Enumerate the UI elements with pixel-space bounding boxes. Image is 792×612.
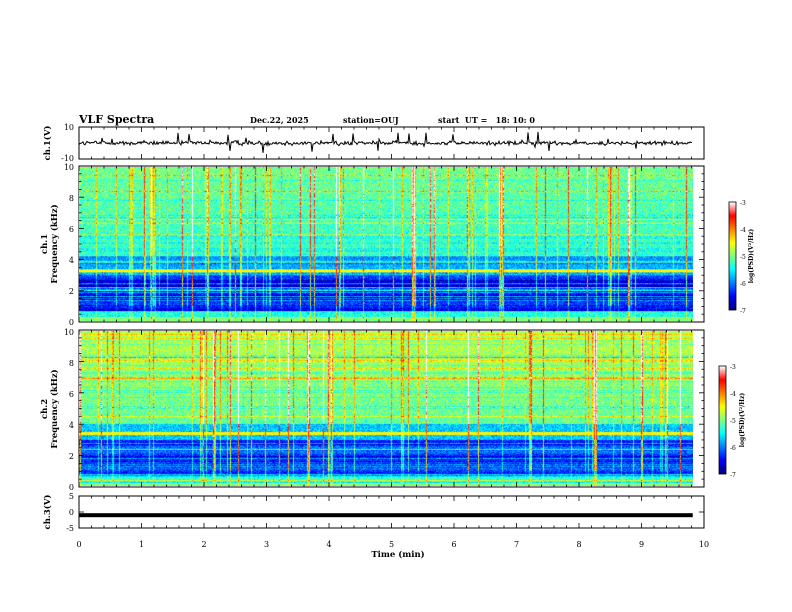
ch2-ytick-10: 10 (64, 328, 74, 337)
ch1-colorbar-tick-m3: -3 (740, 200, 746, 207)
time-tick-label-4: 4 (326, 540, 331, 549)
ch1-ytick-bottom: -10 (61, 154, 74, 163)
time-tick-label-2: 2 (201, 540, 206, 549)
ch1-colorbar-tick-m5: -5 (740, 254, 746, 261)
ch2-spectrogram-ticks (78, 329, 705, 488)
ch2-colorbar-image (719, 366, 726, 474)
time-tick-label-7: 7 (514, 540, 519, 549)
ch1-ytick-top: 10 (64, 123, 74, 132)
ch1-colorbar-frame (728, 201, 737, 311)
ch3-ytick-bottom: -5 (66, 524, 74, 533)
ch2-colorbar-tick-m5: -5 (730, 418, 736, 425)
ch2-ytick-6: 6 (69, 390, 74, 399)
ch2-spectrogram-panel: 0 2 4 6 8 10 ch.2 Frequency (kHz) -3 -4 … (40, 328, 746, 492)
ch1-spectrogram-ticks (78, 165, 705, 323)
time-axis-label: Time (min) (371, 549, 424, 560)
ch3-ytick-top: 5 (69, 492, 74, 501)
ch2-spectrogram-image (79, 331, 693, 486)
ch1-ytick-4: 4 (69, 256, 74, 265)
ch1-ytick-2: 2 (69, 287, 74, 296)
ch1-spectrogram-panel: 0 2 4 6 8 10 ch.1 Frequency (kHz) -3 -4 … (40, 163, 755, 327)
ch3-waveform-panel: 5 0 -5 ch.3(V) (42, 492, 705, 533)
ch1-waveform-ticks (78, 126, 705, 160)
ch3-waveform-ylabel: ch.3(V) (42, 495, 53, 530)
ch1-spectrogram-image (79, 167, 693, 321)
ch1-waveform-ylabel: ch.1(V) (42, 126, 53, 161)
ch1-ytick-6: 6 (69, 225, 74, 234)
ch3-ytick-mid: 0 (69, 508, 74, 517)
time-tick-label-10: 10 (699, 540, 709, 549)
ch2-spectrogram-ylabel-frequency: Frequency (kHz) (49, 369, 60, 448)
ch2-ytick-2: 2 (69, 452, 74, 461)
time-tick-label-8: 8 (576, 540, 581, 549)
ch1-waveform-panel: 10 -10 ch.1(V) (42, 123, 705, 163)
ch2-colorbar-tick-m4: -4 (730, 391, 736, 398)
ch2-colorbar-tick-m6: -6 (730, 445, 736, 452)
ch2-colorbar-tick-m3: -3 (730, 364, 736, 371)
ch2-colorbar-frame (718, 365, 727, 475)
time-tick-label-0: 0 (76, 540, 81, 549)
figure-title: VLF Spectra (78, 113, 154, 126)
ch1-waveform-trace (78, 131, 693, 153)
time-tick-label-1: 1 (139, 540, 144, 549)
ch3-waveform-trace (79, 513, 693, 518)
date-label: Dec.22, 2025 (250, 115, 309, 125)
ch1-spectrogram-yticklabels: 0 2 4 6 8 10 (64, 163, 74, 327)
ch2-spectrogram-ylabel-channel: ch.2 (40, 399, 50, 419)
ch2-ytick-0: 0 (69, 483, 74, 492)
ch1-colorbar-label: log(PSD)(V²/Hz) (748, 229, 755, 284)
ch2-ytick-4: 4 (69, 421, 74, 430)
ch1-ytick-0: 0 (69, 318, 74, 327)
ch1-ytick-10: 10 (64, 163, 74, 172)
ch2-spectrogram-yticklabels: 0 2 4 6 8 10 (64, 328, 74, 492)
time-tick-label-9: 9 (639, 540, 644, 549)
ch1-colorbar-tick-m6: -6 (740, 281, 746, 288)
ch2-colorbar-tick-m7: -7 (730, 472, 736, 479)
ch2-ytick-8: 8 (69, 359, 74, 368)
ch1-colorbar-tick-m7: -7 (740, 308, 746, 315)
time-axis-tick-labels: 0 1 2 3 4 5 6 7 8 9 10 (76, 540, 709, 549)
ch1-spectrogram-ylabel-frequency: Frequency (kHz) (49, 204, 60, 283)
ch1-ytick-8: 8 (69, 194, 74, 203)
start-ut-label: start UT = 18: 10: 0 (438, 115, 535, 125)
ch1-spectrogram-ylabel-channel: ch.1 (40, 234, 50, 254)
ch2-colorbar-label: log(PSD)(V²/Hz) (739, 393, 746, 448)
time-tick-label-6: 6 (451, 540, 456, 549)
time-tick-label-5: 5 (389, 540, 394, 549)
station-label: station=OUJ (343, 115, 399, 125)
ch1-colorbar-image (729, 202, 736, 310)
time-tick-label-3: 3 (264, 540, 269, 549)
ch1-colorbar-tick-m4: -4 (740, 227, 746, 234)
ch3-waveform-ticks (78, 495, 705, 529)
